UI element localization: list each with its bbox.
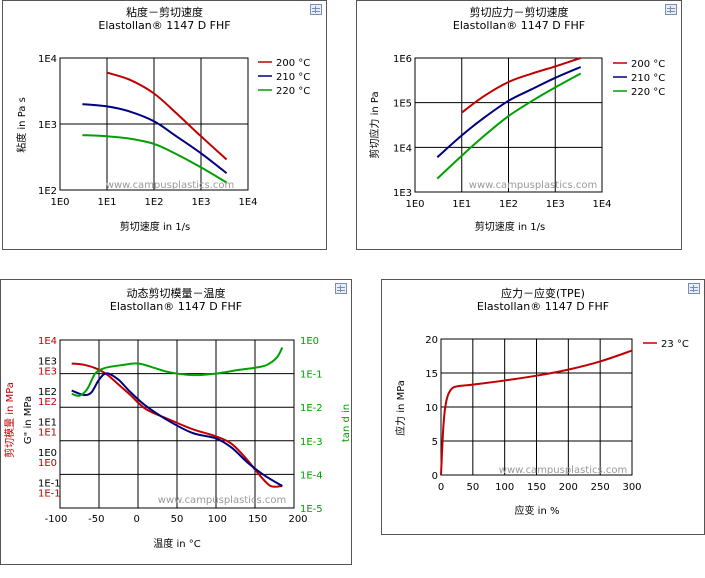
x-tick-label: 1E0 bbox=[405, 199, 424, 210]
watermark: www.campusplastics.com bbox=[158, 495, 286, 506]
x-tick-label: 1E4 bbox=[592, 199, 611, 210]
y-left-blue-tick: 1E2 bbox=[38, 387, 57, 398]
y-left-blue-tick: 1E0 bbox=[38, 448, 57, 459]
y-axis-title: 粘度 in Pa s bbox=[15, 97, 28, 153]
chart-title: 应力－应变(TPE) bbox=[501, 287, 585, 300]
x-tick-label: 50 bbox=[466, 482, 479, 493]
y-left-blue-tick: 1E1 bbox=[38, 418, 57, 429]
x-tick-label: 1E0 bbox=[50, 197, 69, 208]
table-icon[interactable] bbox=[665, 4, 677, 15]
watermark: www.campusplastics.com bbox=[499, 465, 627, 476]
y-tick-label: 5 bbox=[432, 437, 438, 448]
y-axis-title: 剪切应力 in Pa bbox=[368, 91, 381, 158]
watermark: www.campusplastics.com bbox=[469, 180, 597, 191]
y-axis-title: 应力 in MPa bbox=[394, 380, 407, 436]
y-right-tick: 1E-4 bbox=[300, 470, 323, 481]
chart-title: 剪切应力－剪切速度 bbox=[469, 6, 569, 19]
x-tick-label: 0 bbox=[438, 482, 444, 493]
y-right-tick: 1E-5 bbox=[300, 504, 323, 515]
y-tick-label: 1E2 bbox=[38, 186, 57, 197]
y-tick-label: 1E6 bbox=[393, 54, 412, 65]
watermark: www.campusplastics.com bbox=[106, 180, 234, 191]
chart-subtitle: Elastollan® 1147 D FHF bbox=[476, 300, 610, 313]
y-tick-label: 1E4 bbox=[38, 54, 57, 65]
series-line bbox=[71, 372, 283, 487]
y-left-red-tick: 1E0 bbox=[38, 458, 57, 469]
x-axis-title: 温度 in °C bbox=[153, 537, 200, 550]
table-icon[interactable] bbox=[335, 283, 347, 294]
x-tick-label: 0 bbox=[133, 514, 139, 525]
x-tick-label: 200 bbox=[288, 514, 307, 525]
x-tick-label: 1E1 bbox=[97, 197, 116, 208]
panel-viscosity: 粘度－剪切速度 Elastollan® 1147 D FHF bbox=[2, 0, 327, 250]
y-tick-label: 20 bbox=[425, 335, 438, 346]
legend-label: 210 °C bbox=[631, 73, 665, 84]
series-line bbox=[82, 134, 228, 184]
x-tick-label: 1E4 bbox=[238, 197, 257, 208]
y-left-red-tick: 1E-1 bbox=[38, 489, 61, 500]
series-line bbox=[440, 349, 633, 476]
y-right-tick: 1E-3 bbox=[300, 437, 323, 448]
legend-label: 210 °C bbox=[276, 72, 310, 83]
legend-label: 220 °C bbox=[276, 86, 310, 97]
y-right-tick: 1E-2 bbox=[300, 403, 323, 414]
y-left-red-tick: 1E4 bbox=[38, 336, 57, 347]
chart-title: 粘度－剪切速度 bbox=[126, 6, 203, 19]
x-tick-label: 200 bbox=[559, 482, 578, 493]
x-tick-label: 300 bbox=[622, 482, 641, 493]
y-left-red-tick: 1E1 bbox=[38, 428, 57, 439]
x-tick-label: 100 bbox=[208, 514, 227, 525]
x-tick-label: 1E3 bbox=[546, 199, 565, 210]
legend-label: 200 °C bbox=[276, 58, 310, 69]
legend-label: 23 °C bbox=[661, 339, 689, 350]
x-tick-label: 150 bbox=[248, 514, 267, 525]
x-tick-label: 50 bbox=[171, 514, 184, 525]
y-left-red-tick: 1E3 bbox=[38, 367, 57, 378]
chart-subtitle: Elastollan® 1147 D FHF bbox=[452, 19, 586, 32]
series-line bbox=[82, 103, 228, 174]
y-right-tick: 1E-1 bbox=[300, 370, 323, 381]
x-tick-label: 150 bbox=[527, 482, 546, 493]
series-line bbox=[71, 347, 284, 397]
x-tick-label: -100 bbox=[45, 514, 68, 525]
x-tick-label: 1E2 bbox=[144, 197, 163, 208]
y-tick-label: 1E5 bbox=[393, 99, 412, 110]
x-tick-label: 1E1 bbox=[452, 199, 471, 210]
y-axis-title-red: 剪切模量 in MPa bbox=[3, 382, 16, 458]
series-line bbox=[436, 72, 582, 180]
y-right-tick: 1E0 bbox=[300, 336, 319, 347]
y-tick-label: 15 bbox=[425, 369, 438, 380]
y-axis-title-blue: G" in MPa bbox=[23, 396, 34, 444]
x-axis-title: 应变 in % bbox=[515, 504, 560, 517]
y-left-blue-tick: 1E3 bbox=[38, 357, 57, 368]
legend-label: 220 °C bbox=[631, 87, 665, 98]
chart-title: 动态剪切模量－温度 bbox=[126, 287, 226, 300]
y-tick-label: 10 bbox=[425, 403, 438, 414]
legend-label: 200 °C bbox=[631, 59, 665, 70]
table-icon[interactable] bbox=[688, 283, 700, 294]
x-tick-label: 250 bbox=[591, 482, 610, 493]
x-tick-label: 100 bbox=[495, 482, 514, 493]
y-tick-label: 0 bbox=[432, 471, 438, 482]
y-tick-label: 1E3 bbox=[393, 188, 412, 199]
chart-subtitle: Elastollan® 1147 D FHF bbox=[109, 300, 243, 313]
y-tick-label: 1E4 bbox=[393, 143, 412, 154]
x-tick-label: 1E2 bbox=[499, 199, 518, 210]
series-line bbox=[461, 57, 582, 114]
y-tick-label: 1E3 bbox=[38, 120, 57, 131]
chart-subtitle: Elastollan® 1147 D FHF bbox=[98, 19, 231, 32]
x-axis-title: 剪切速度 in 1/s bbox=[120, 220, 190, 233]
y-left-red-tick: 1E2 bbox=[38, 397, 57, 408]
series-line bbox=[106, 71, 228, 161]
y-axis-title-right: tan d in bbox=[341, 404, 352, 442]
x-tick-label: -50 bbox=[88, 514, 104, 525]
y-left-blue-tick: 1E-1 bbox=[38, 479, 61, 490]
series-line bbox=[436, 66, 582, 158]
x-tick-label: 1E3 bbox=[191, 197, 210, 208]
panel-shear-stress: 剪切应力－剪切速度 Elastollan® 1147 D FHF bbox=[356, 0, 682, 250]
x-axis-title: 剪切速度 in 1/s bbox=[475, 220, 545, 233]
table-icon[interactable] bbox=[310, 4, 322, 15]
